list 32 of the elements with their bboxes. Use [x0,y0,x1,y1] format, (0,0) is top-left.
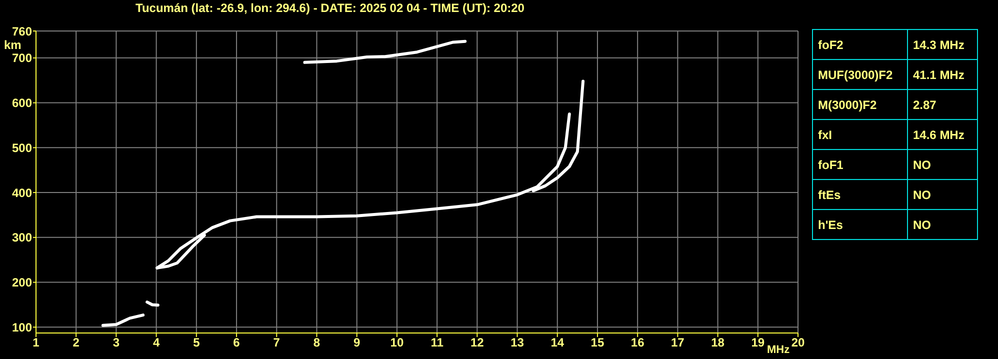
x-tick-label: 6 [233,336,240,350]
x-tick-label: 13 [510,336,524,350]
x-tick-label: 9 [354,336,360,350]
x-tick-label: 19 [751,336,765,350]
y-axis-title: km [4,38,22,52]
x-tick-label: 15 [590,336,604,350]
y-tick-label: 400 [12,186,32,200]
x-tick-label: 11 [430,336,444,350]
x-tick-label: 1 [32,336,40,350]
x-tick-label: 2 [72,336,80,350]
x-tick-label: 5 [193,336,200,350]
x-tick-label: 10 [390,336,404,350]
y-tick-label: 100 [12,320,32,334]
y-tick-label: 500 [12,140,32,155]
y-tick-label: 200 [12,276,32,290]
x-tick-label: 20 [791,336,805,350]
y-tick-label: 300 [12,230,32,245]
x-tick-label: 8 [313,336,320,350]
x-tick-label: 18 [711,336,725,350]
x-tick-label: 12 [470,336,484,350]
x-tick-label: 17 [671,336,685,350]
y-tick-label: 600 [12,96,32,110]
chart-title: Tucumán (lat: -26.9, lon: 294.6) - DATE: 2025 02 04 - TIME (UT): 20:20 [134,1,526,15]
x-tick-label: 14 [550,336,564,350]
x-tick-label: 16 [630,336,645,350]
y-tick-label: 760 [12,24,32,38]
parameter-table: foF2 14.3 MHz MUF(3000)F2 41.1 MHz M(3000)F2 2.87 fxI 14.6 MHz foF1 NO ftEs NO h'Es NO [812,29,978,240]
x-tick-label: 4 [152,336,160,350]
x-axis-title: MHz [767,344,790,356]
x-tick-label: 7 [273,336,280,350]
x-tick-label: 3 [112,336,120,350]
y-tick-label: 700 [12,51,32,66]
